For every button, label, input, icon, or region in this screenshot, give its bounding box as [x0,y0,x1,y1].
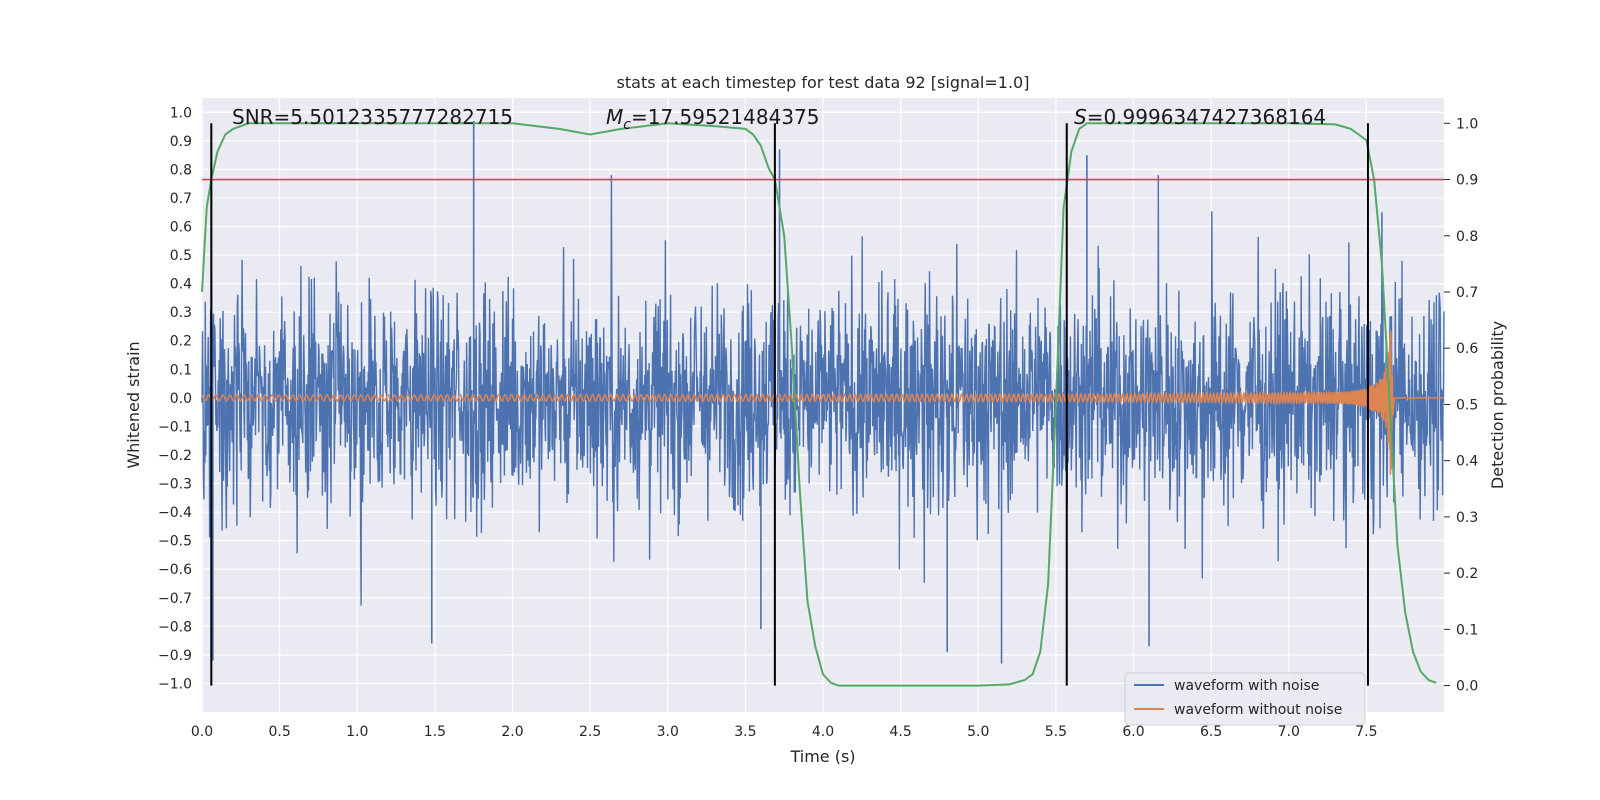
y-tick-label-left: −0.6 [158,562,192,578]
y-tick-label-right: 0.8 [1456,229,1478,245]
y-tick-label-left: 0.6 [170,220,192,236]
legend: waveform with noise waveform without noi… [1124,672,1366,726]
x-tick-label: 6.0 [1122,724,1144,740]
y-axis-label-left: Whitened strain [124,341,143,468]
y-tick-label-left: −0.9 [158,648,192,664]
x-tick-label: 2.0 [501,724,523,740]
y-tick-label-right: 0.4 [1456,454,1478,470]
x-tick-label: 0.0 [191,724,213,740]
chirp-mass-annotation: Mc=17.59521484375 [606,105,820,133]
y-tick-label-left: 0.2 [170,334,192,350]
marker-layer [202,123,1444,686]
x-tick-label: 4.0 [812,724,834,740]
y-tick-label-right: 0.9 [1456,173,1478,189]
detection-probability-line [201,122,1437,687]
y-tick-label-right: 0.3 [1456,510,1478,526]
x-tick-label: 7.0 [1278,724,1300,740]
y-tick-label-left: 0.7 [170,191,192,207]
y-tick-label-left: 1.0 [170,105,192,121]
probability-layer [201,122,1437,687]
chirp-mass-symbol: M [606,105,623,129]
clean-waveform-layer [201,330,1444,475]
axes-layer: 0.0 0.5 1.0 1.5 2.0 2.5 3.0 3.5 4.0 4.5 5.0 5.5 6.0 6… [158,105,1478,740]
chirp-mass-value: =17.59521484375 [631,105,820,129]
x-axis-label: Time (s) [789,747,855,766]
snr-annotation: SNR=5.5012335777282715 [232,105,513,129]
x-tick-label: 0.5 [268,724,290,740]
legend-label-clean: waveform without noise [1174,702,1342,718]
legend-box [1124,672,1366,726]
y-tick-label-left: 0.0 [170,391,192,407]
y-axis-label-right: Detection probability [1488,321,1507,489]
y-tick-label-right: 1.0 [1456,116,1478,132]
y-tick-label-left: −0.1 [158,419,192,435]
clean-waveform-line [201,330,1444,475]
x-tick-label: 4.5 [889,724,911,740]
chirp-mass-subscript: c [623,117,631,133]
x-tick-label: 2.5 [579,724,601,740]
y-tick-label-left: −0.7 [158,591,192,607]
s-symbol: S [1074,105,1087,129]
s-value: =0.9996347427368164 [1087,105,1326,129]
y-tick-label-left: −0.4 [158,505,192,521]
y-tick-label-left: 0.1 [170,362,192,378]
x-tick-label: 5.0 [967,724,989,740]
y-tick-label-right: 0.7 [1456,285,1478,301]
y-tick-label-right: 0.5 [1456,397,1478,413]
y-tick-label-left: −0.2 [158,448,192,464]
x-tick-label: 3.0 [657,724,679,740]
y-tick-label-right: 0.0 [1456,679,1478,695]
y-tick-label-right: 0.2 [1456,566,1478,582]
y-tick-label-right: 0.6 [1456,341,1478,357]
noisy-waveform-line [201,175,1445,606]
y-tick-label-left: 0.4 [170,277,192,293]
x-tick-label: 3.5 [734,724,756,740]
y-tick-label-left: −0.3 [158,477,192,493]
x-tick-label: 1.0 [346,724,368,740]
y-tick-label-left: 0.3 [170,305,192,321]
y-tick-label-left: 0.8 [170,162,192,178]
x-tick-label: 5.5 [1045,724,1067,740]
y-tick-label-right: 0.1 [1456,622,1478,638]
y-tick-label-left: −0.8 [158,619,192,635]
y-tick-label-left: 0.5 [170,248,192,264]
x-tick-label: 7.5 [1355,724,1377,740]
x-tick-label: 1.5 [424,724,446,740]
y-tick-label-left: −0.5 [158,534,192,550]
x-tick-label: 6.5 [1200,724,1222,740]
y-tick-label-left: 0.9 [170,134,192,150]
legend-label-noisy: waveform with noise [1174,678,1319,694]
y-tick-label-left: −1.0 [158,676,192,692]
s-annotation: S=0.9996347427368164 [1074,105,1326,129]
chart-title: stats at each timestep for test data 92 … [617,73,1030,92]
